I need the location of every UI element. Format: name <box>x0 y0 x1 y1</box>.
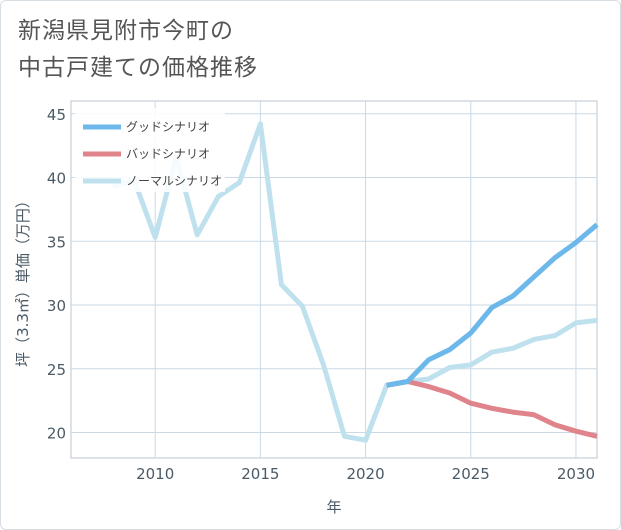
grid <box>71 101 597 458</box>
series-line-0 <box>386 222 599 388</box>
y-axis-label: 坪（3.3㎡）単価（万円） <box>14 193 32 367</box>
series-line-1 <box>386 379 598 439</box>
legend-label: ノーマルシナリオ <box>126 174 222 188</box>
series-line-2 <box>112 121 598 443</box>
x-tick-label: 2015 <box>241 465 279 483</box>
x-tick-label: 2010 <box>136 465 174 483</box>
x-tick-label: 2030 <box>557 465 595 483</box>
legend-label: グッドシナリオ <box>126 120 210 134</box>
legend-label: バッドシナリオ <box>126 147 210 161</box>
x-tick-label: 2025 <box>452 465 490 483</box>
chart-title-line-1: 新潟県見附市今町の <box>18 18 234 44</box>
y-tick-label: 20 <box>47 425 66 443</box>
y-tick-label: 45 <box>47 106 66 124</box>
series-lines <box>112 121 599 443</box>
y-tick-label: 25 <box>47 361 66 379</box>
legend-box <box>75 108 225 192</box>
chart-title-line-2: 中古戸建ての価格推移 <box>18 55 258 81</box>
y-tick-label: 30 <box>47 297 66 315</box>
y-tick-label: 40 <box>47 170 66 188</box>
y-tick-label: 35 <box>47 233 66 251</box>
chart-title: 新潟県見附市今町の 中古戸建ての価格推移 <box>18 13 258 87</box>
x-tick-label: 2020 <box>346 465 384 483</box>
x-axis-label: 年 <box>326 498 341 516</box>
